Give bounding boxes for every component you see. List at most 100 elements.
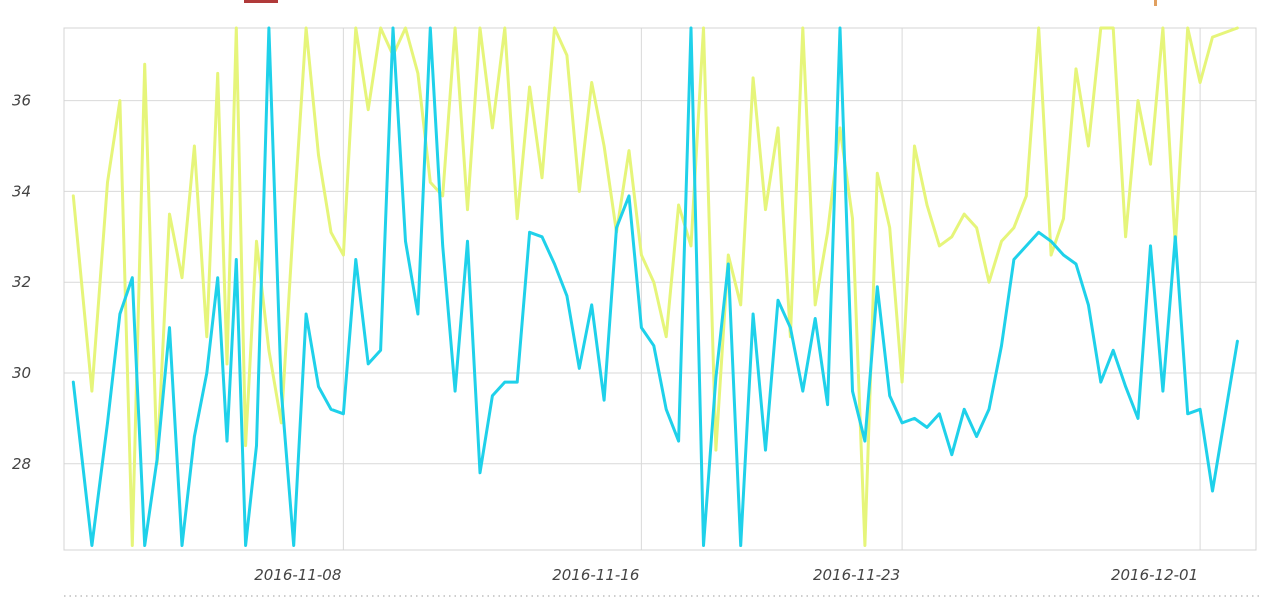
series-2-point bbox=[244, 544, 247, 547]
series-1-point bbox=[975, 226, 978, 229]
series-2-point bbox=[1161, 389, 1165, 393]
series-2-point bbox=[280, 389, 283, 393]
series-2-point bbox=[578, 367, 581, 370]
series-1-point bbox=[255, 240, 258, 243]
series-1-point bbox=[565, 54, 569, 57]
series-1-point bbox=[180, 276, 184, 279]
series-2-point bbox=[441, 244, 444, 248]
series-1-point bbox=[652, 281, 655, 284]
series-2-point bbox=[590, 303, 593, 307]
series-1-line bbox=[71, 26, 1239, 547]
series-1-point bbox=[578, 190, 581, 193]
series-1-point bbox=[317, 153, 320, 157]
series-2-point bbox=[814, 317, 817, 320]
series-2-point bbox=[640, 326, 643, 329]
x-tick-label: 2016-12-01 bbox=[1111, 566, 1198, 584]
series-1-point bbox=[1149, 163, 1152, 166]
series-2-point bbox=[714, 376, 718, 379]
series-2-point bbox=[1025, 244, 1028, 248]
series-1-point bbox=[1161, 26, 1165, 30]
series-1-point bbox=[1136, 99, 1140, 102]
series-2-point bbox=[1037, 231, 1040, 234]
series-2-point bbox=[925, 426, 929, 429]
series-2-point bbox=[329, 408, 333, 411]
series-1-point bbox=[665, 335, 668, 338]
series-2-point bbox=[106, 421, 109, 425]
series-2-point bbox=[429, 26, 432, 30]
series-1-point bbox=[168, 212, 171, 216]
series-2-point bbox=[72, 380, 75, 384]
series-2-point bbox=[975, 435, 978, 438]
series-1-point bbox=[888, 226, 891, 229]
series-2-point bbox=[404, 240, 407, 243]
series-2-point bbox=[1062, 253, 1065, 257]
series-1-point bbox=[72, 194, 75, 198]
y-tick-label: 32 bbox=[12, 273, 31, 291]
series-2-point bbox=[727, 262, 730, 266]
series-2-point bbox=[652, 344, 655, 347]
series-2-point bbox=[764, 448, 767, 452]
series-1-point bbox=[602, 144, 606, 148]
series-1-point bbox=[1198, 81, 1202, 84]
series-2-point bbox=[1236, 340, 1239, 343]
x-tick-label: 2016-11-08 bbox=[254, 566, 341, 584]
series-1-point bbox=[1049, 253, 1053, 257]
series-2-point bbox=[1124, 385, 1127, 388]
legend-marker-right bbox=[1154, 0, 1157, 6]
series-1-point bbox=[441, 194, 444, 198]
series-1-point bbox=[1124, 235, 1127, 238]
series-1-point bbox=[1099, 26, 1103, 30]
series-1-point bbox=[404, 26, 407, 30]
series-2-point bbox=[516, 380, 519, 384]
x-tick-label: 2016-11-16 bbox=[552, 566, 639, 584]
series-1-point bbox=[863, 544, 867, 547]
series-1-point bbox=[244, 444, 247, 447]
series-1-point bbox=[1000, 240, 1003, 243]
series-2-point bbox=[938, 412, 941, 415]
series-1-point bbox=[216, 72, 219, 75]
series-1-point bbox=[429, 181, 432, 184]
series-2-point bbox=[367, 362, 370, 366]
series-1-point bbox=[727, 253, 730, 257]
series-1-point bbox=[131, 544, 134, 547]
series-1-point bbox=[801, 26, 804, 30]
series-1-point bbox=[938, 244, 941, 248]
series-2-point bbox=[1149, 244, 1152, 248]
series-2-point bbox=[235, 258, 238, 261]
series-2-point bbox=[379, 349, 382, 352]
series-2-point bbox=[292, 544, 295, 547]
series-1-point bbox=[143, 63, 146, 66]
series-1-point bbox=[627, 149, 631, 152]
series-group bbox=[71, 26, 1239, 547]
series-2-point bbox=[225, 439, 229, 443]
series-1-point bbox=[503, 26, 506, 30]
series-1-point bbox=[1211, 35, 1214, 39]
series-1-point bbox=[1236, 26, 1239, 30]
series-1-point bbox=[677, 203, 680, 207]
series-2-point bbox=[1074, 262, 1078, 266]
series-1-point bbox=[225, 362, 229, 366]
series-1-point bbox=[1025, 194, 1028, 198]
series-2-point bbox=[1136, 417, 1140, 420]
series-2-point bbox=[950, 453, 953, 456]
series-2-point bbox=[90, 544, 94, 547]
series-1-point bbox=[1037, 26, 1040, 30]
series-2-point bbox=[838, 26, 842, 30]
series-1-point bbox=[292, 217, 295, 220]
series-2-point bbox=[1049, 240, 1053, 243]
series-1-point bbox=[1062, 217, 1065, 220]
series-2-point bbox=[553, 262, 556, 266]
series-1-point bbox=[1087, 144, 1090, 148]
series-2-point bbox=[987, 408, 991, 411]
series-2-point bbox=[118, 312, 122, 316]
series-2-point bbox=[801, 389, 804, 393]
series-1-point bbox=[950, 235, 953, 238]
series-1-point bbox=[702, 26, 705, 30]
series-1-point bbox=[764, 208, 767, 211]
series-1-point bbox=[1074, 67, 1078, 71]
y-tick-label: 30 bbox=[12, 364, 31, 382]
series-1-point bbox=[553, 26, 556, 30]
series-1-point bbox=[453, 26, 457, 30]
series-1-point bbox=[826, 231, 829, 234]
series-2-point bbox=[1211, 489, 1214, 493]
